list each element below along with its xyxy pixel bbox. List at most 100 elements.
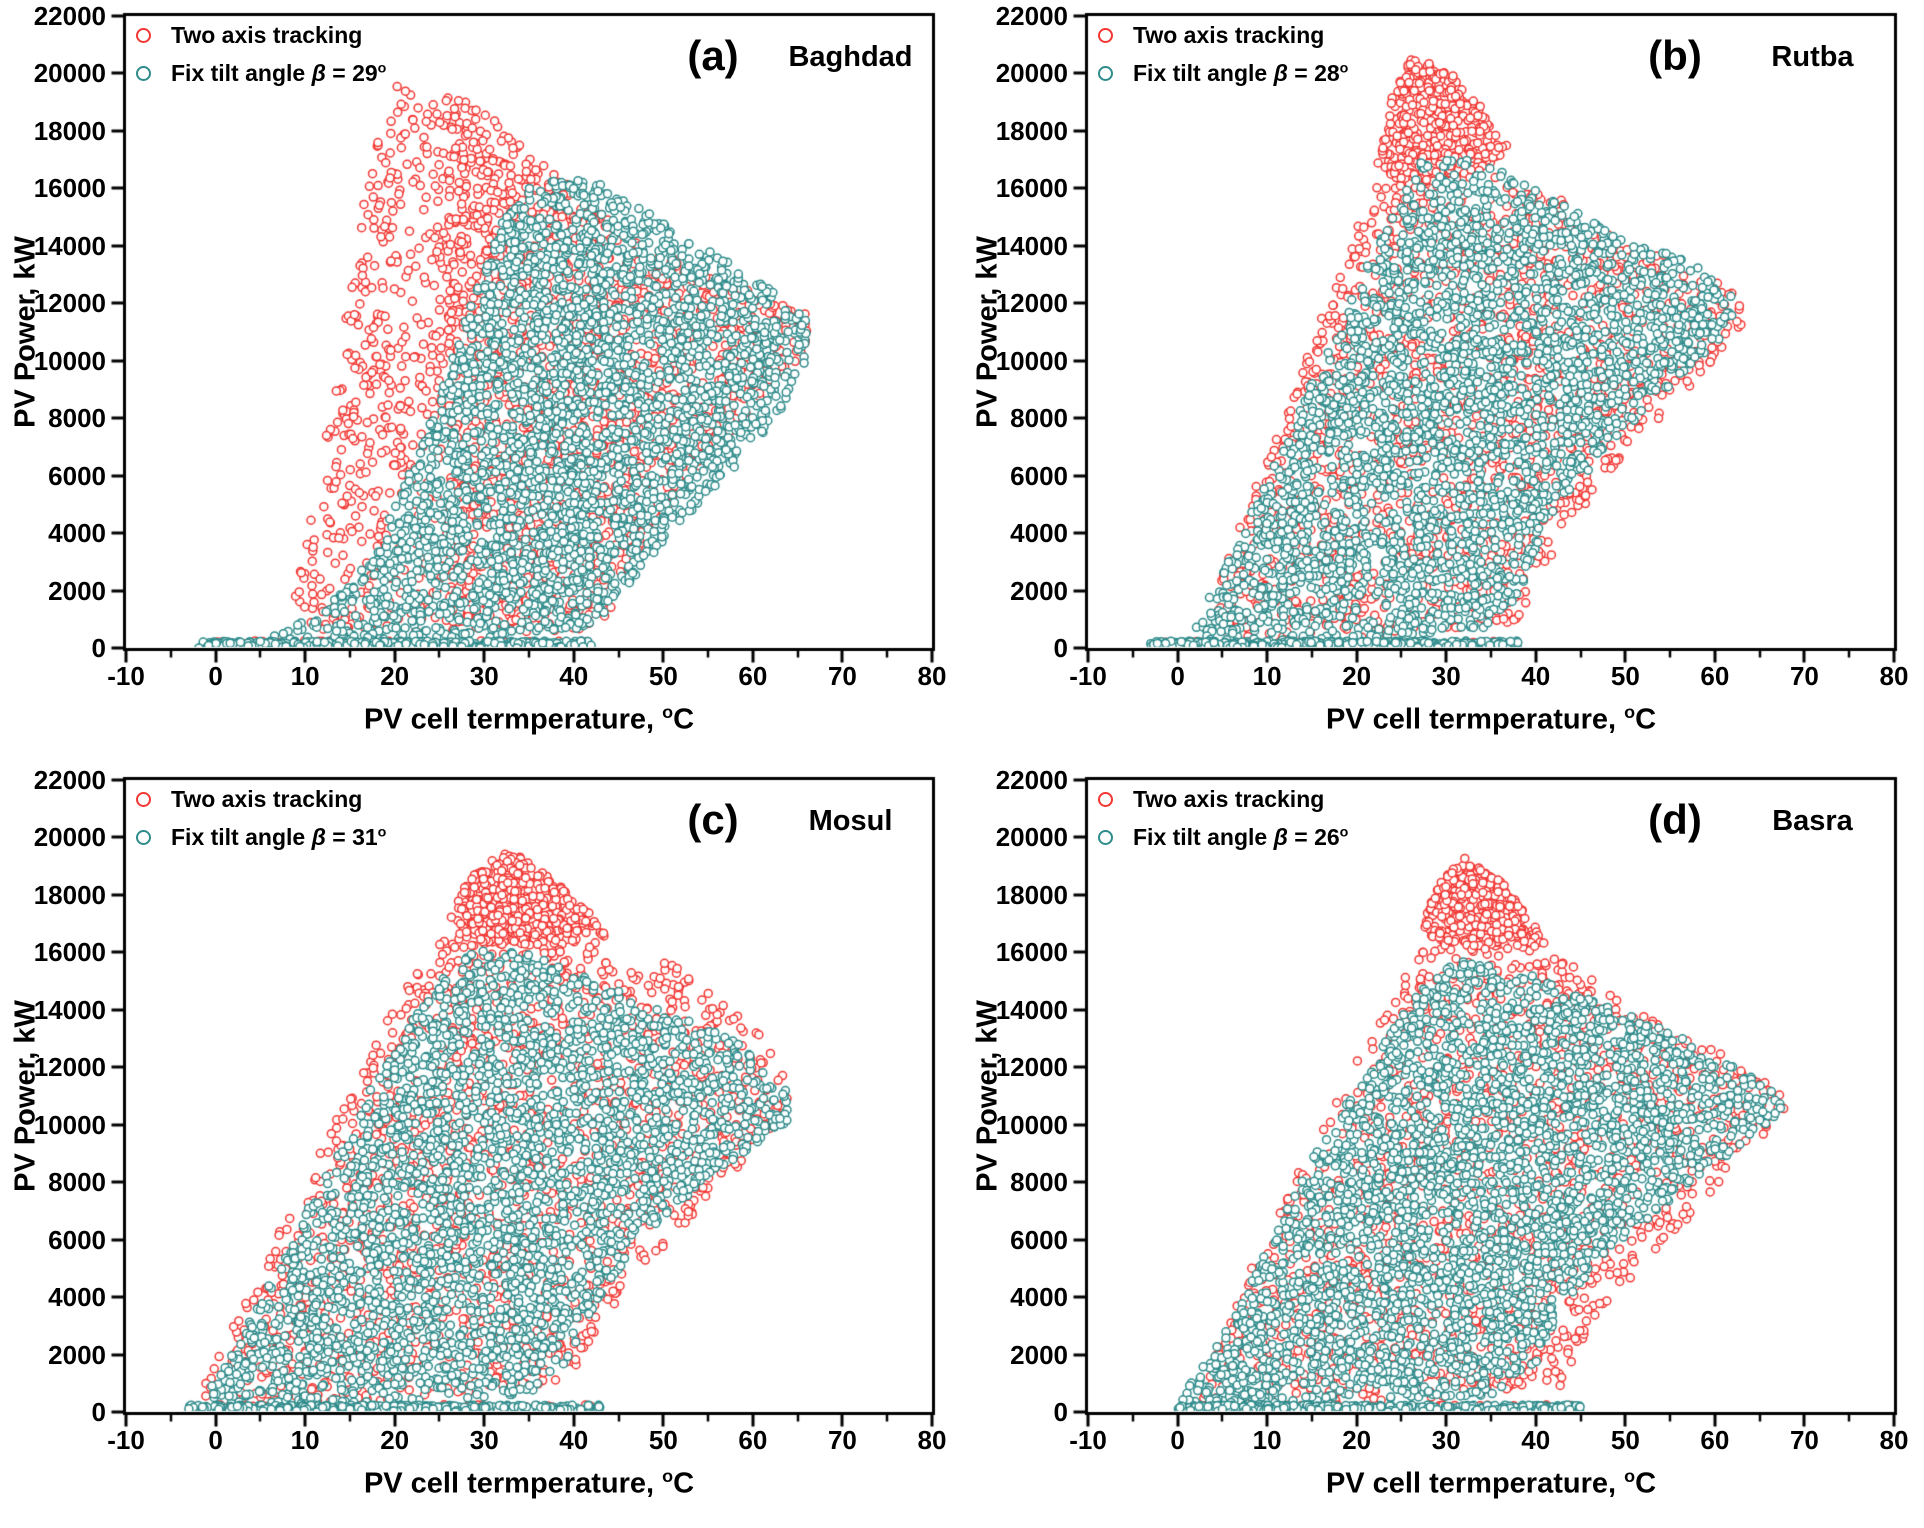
- y-tick-label: 10000: [995, 1109, 1068, 1140]
- x-axis-title: PV cell termperature, oC: [1088, 702, 1894, 737]
- panel-letter: (b): [1648, 32, 1702, 79]
- scatter-canvas-rutba: [962, 0, 1924, 764]
- beta-symbol: β: [311, 59, 326, 86]
- legend: Two axis tracking Fix tilt angle β = 26o: [1098, 780, 1348, 856]
- legend-fix-tilt-prefix: Fix tilt angle: [171, 823, 312, 850]
- x-tick-label: -10: [107, 661, 145, 691]
- x-tick-label: 40: [1521, 1425, 1551, 1455]
- y-tick-label: 18000: [33, 879, 106, 910]
- degree-symbol: o: [1624, 702, 1636, 722]
- x-axis-title-unit: C: [1635, 1467, 1657, 1500]
- legend-fix-tilt-value: = 31: [325, 823, 378, 850]
- legend-item-two-axis: Two axis tracking: [1098, 780, 1348, 818]
- legend-item-fix-tilt: Fix tilt angle β = 29o: [136, 54, 386, 92]
- y-axis-title: PV Power, kW: [9, 1000, 42, 1192]
- x-tick-label: 20: [380, 661, 410, 691]
- x-tick-label: 50: [1610, 1425, 1640, 1455]
- degree-symbol: o: [1624, 1466, 1636, 1486]
- y-tick-label: 14000: [33, 230, 106, 261]
- y-tick-label: 10000: [33, 345, 106, 376]
- x-tick-label: 40: [559, 1425, 589, 1455]
- y-tick-label: 4000: [48, 518, 106, 549]
- legend-item-two-axis: Two axis tracking: [1098, 16, 1348, 54]
- y-axis-title: PV Power, kW: [971, 1000, 1004, 1192]
- x-tick-label: 0: [1170, 1425, 1185, 1455]
- legend: Two axis tracking Fix tilt angle β = 29o: [136, 16, 386, 92]
- x-tick-label: -10: [1069, 661, 1107, 691]
- y-tick-label: 16000: [995, 173, 1068, 204]
- x-tick-label: 40: [559, 661, 589, 691]
- x-tick-label: 60: [738, 661, 768, 691]
- y-tick-label: 4000: [1010, 1282, 1068, 1313]
- y-tick-label: 10000: [33, 1109, 106, 1140]
- y-tick-label: 20000: [995, 822, 1068, 853]
- open-circle-marker-red-icon: [136, 791, 151, 807]
- y-tick-label: 16000: [33, 937, 106, 968]
- legend-fix-tilt-value: = 26: [1287, 823, 1340, 850]
- x-tick-label: 80: [917, 1425, 947, 1455]
- legend-label-fix-tilt: Fix tilt angle β = 31o: [171, 824, 386, 851]
- degree-symbol: o: [1339, 823, 1349, 840]
- panel-a-baghdad: -10 0 10 20 30 40 50 60 70 80 0 2000 4000 6000 8000 100…: [0, 0, 962, 764]
- y-tick-label: 10000: [995, 345, 1068, 376]
- y-tick-label: 22000: [995, 765, 1068, 795]
- panel-d-basra: -10 0 10 20 30 40 50 60 70 80 0 2000 4000 6000 8000 100…: [962, 764, 1924, 1528]
- x-axis-title: PV cell termperature, oC: [126, 1466, 932, 1501]
- x-tick-label: 70: [1789, 1425, 1819, 1455]
- y-axis-title: PV Power, kW: [971, 236, 1004, 428]
- y-tick-label: 18000: [995, 115, 1068, 146]
- y-tick-label: 18000: [33, 115, 106, 146]
- legend-fix-tilt-prefix: Fix tilt angle: [1133, 59, 1274, 86]
- x-axis-title-text: PV cell termperature,: [363, 703, 663, 736]
- y-tick-label: 18000: [995, 879, 1068, 910]
- scatter-canvas-basra: [962, 764, 1924, 1528]
- x-tick-label: 10: [290, 1425, 320, 1455]
- y-tick-label: 22000: [33, 765, 106, 795]
- y-tick-label: 12000: [995, 1052, 1068, 1083]
- x-tick-label: 40: [1521, 661, 1551, 691]
- panel-b-rutba: -10 0 10 20 30 40 50 60 70 80 0 2000 4000 6000 8000 100…: [962, 0, 1924, 764]
- x-tick-label: 0: [208, 1425, 223, 1455]
- y-tick-label: 4000: [48, 1282, 106, 1313]
- y-axis-title: PV Power, kW: [9, 236, 42, 428]
- legend: Two axis tracking Fix tilt angle β = 31o: [136, 780, 386, 856]
- x-axis-title-unit: C: [673, 1467, 695, 1500]
- x-tick-label: 70: [1789, 661, 1819, 691]
- y-tick-label: 8000: [1010, 403, 1068, 434]
- x-tick-label: 60: [1700, 661, 1730, 691]
- y-tick-label: 8000: [48, 1167, 106, 1198]
- city-label: Baghdad: [788, 41, 913, 73]
- y-tick-label: 8000: [48, 403, 106, 434]
- y-tick-label: 2000: [1010, 1339, 1068, 1370]
- degree-symbol: o: [662, 702, 674, 722]
- x-axis-title: PV cell termperature, oC: [126, 702, 932, 737]
- panel-letter: (d): [1648, 796, 1702, 843]
- y-tick-label: 12000: [995, 288, 1068, 319]
- x-tick-label: 70: [827, 661, 857, 691]
- x-tick-label: 80: [1879, 1425, 1909, 1455]
- x-tick-label: 80: [917, 661, 947, 691]
- y-tick-label: 2000: [1010, 575, 1068, 606]
- open-circle-marker-teal-icon: [136, 829, 151, 845]
- y-tick-label: 16000: [33, 173, 106, 204]
- y-tick-label: 0: [91, 633, 106, 663]
- x-axis-title-unit: C: [673, 703, 695, 736]
- legend-label-fix-tilt: Fix tilt angle β = 29o: [171, 60, 386, 87]
- y-tick-label: 12000: [33, 288, 106, 319]
- y-tick-label: 0: [1053, 1397, 1068, 1427]
- x-axis-title-text: PV cell termperature,: [1325, 1467, 1625, 1500]
- legend-label-fix-tilt: Fix tilt angle β = 28o: [1133, 60, 1348, 87]
- legend-item-fix-tilt: Fix tilt angle β = 26o: [1098, 818, 1348, 856]
- y-tick-label: 20000: [33, 822, 106, 853]
- x-tick-label: -10: [107, 1425, 145, 1455]
- legend-fix-tilt-prefix: Fix tilt angle: [1133, 823, 1274, 850]
- legend-label-two-axis: Two axis tracking: [171, 785, 363, 812]
- degree-symbol: o: [377, 823, 387, 840]
- x-axis-title: PV cell termperature, oC: [1088, 1466, 1894, 1501]
- y-tick-label: 2000: [48, 1339, 106, 1370]
- y-tick-label: 20000: [33, 58, 106, 89]
- y-tick-label: 6000: [48, 1224, 106, 1255]
- legend-fix-tilt-value: = 29: [325, 59, 378, 86]
- scatter-canvas-mosul: [0, 764, 962, 1528]
- open-circle-marker-teal-icon: [1098, 65, 1113, 81]
